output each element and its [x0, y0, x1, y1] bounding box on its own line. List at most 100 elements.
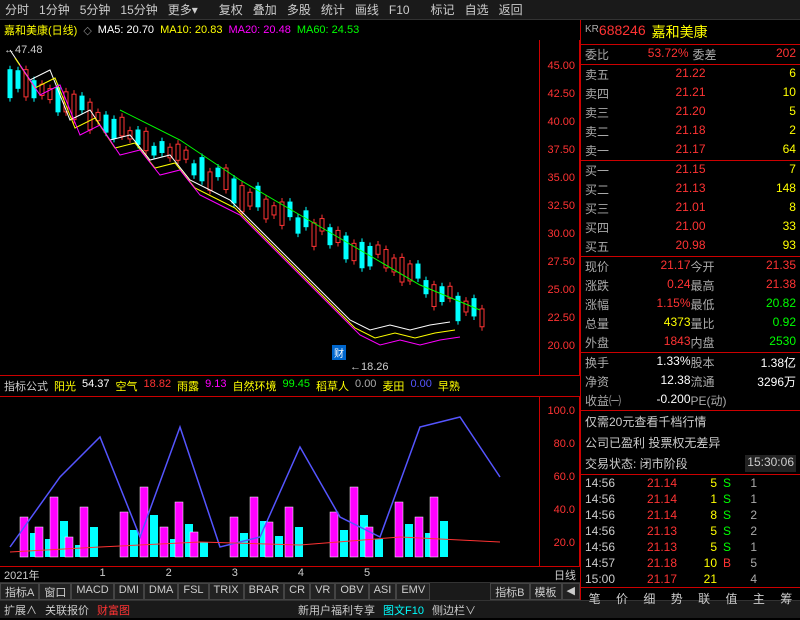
topbar-item[interactable]: 多股	[282, 1, 316, 18]
ytick: 100.0	[547, 405, 575, 417]
price-chart[interactable]: ←47.48 ←18.26 财 45.0042.5040.0037.5035.0…	[0, 40, 580, 375]
topbar-item[interactable]: 统计	[316, 1, 350, 18]
indicator-y-axis: 100.080.060.040.020.0	[539, 397, 579, 566]
ytick: 42.50	[547, 88, 575, 100]
right-tab[interactable]: 筹	[780, 590, 792, 607]
topbar-item[interactable]: 分时	[0, 1, 34, 18]
indicator-btn[interactable]: MACD	[71, 583, 113, 600]
right-tab[interactable]: 细	[643, 590, 655, 607]
xtick: 2021年	[4, 567, 39, 582]
ind-label: 雨露	[177, 378, 199, 394]
xtick: 3	[232, 567, 238, 582]
xaxis-label: 日线	[554, 567, 576, 582]
indicator-btn[interactable]: DMA	[144, 583, 178, 600]
topbar-item[interactable]: 返回	[494, 1, 528, 18]
tick-row: 14:5621.145S1	[581, 475, 800, 491]
right-tab[interactable]: 笔	[589, 590, 601, 607]
bid-levels: 买一21.157买二21.13148买三21.018买四21.0033买五20.…	[581, 160, 800, 256]
orderbook-row: 卖一21.1764	[581, 141, 800, 160]
indicator-btn[interactable]: FSL	[178, 583, 208, 600]
topbar-item[interactable]: 标记	[426, 1, 460, 18]
topbar-item[interactable]: 叠加	[248, 1, 282, 18]
topbar-item[interactable]: 画线	[350, 1, 384, 18]
ytick: 37.50	[547, 144, 575, 156]
ytick: 20.00	[547, 340, 575, 352]
topbar-item[interactable]: 自选	[460, 1, 494, 18]
indicator-btn[interactable]: ◀	[562, 583, 580, 600]
indicator-btn[interactable]: 模板	[530, 583, 562, 600]
ytick: 27.50	[547, 256, 575, 268]
topbar-item[interactable]: 更多▾	[163, 1, 203, 18]
ind-label: 54.37	[82, 378, 110, 394]
indicator-btn[interactable]: DMI	[114, 583, 144, 600]
tick-row: 14:5621.148S2	[581, 507, 800, 523]
orderbook-row: 卖三21.205	[581, 103, 800, 122]
topbar-item[interactable]: 复权	[214, 1, 248, 18]
xtick: 1	[99, 567, 105, 582]
ind-label: 阳光	[54, 378, 76, 394]
candlestick-svg	[0, 40, 516, 380]
ind-label: 早熟	[438, 378, 460, 394]
ytick: 20.0	[554, 537, 575, 549]
indicator-chart[interactable]: 100.080.060.040.020.0	[0, 396, 580, 566]
ma20-label: MA20: 20.48	[228, 24, 290, 36]
bottom-item[interactable]: 新用户福利专享	[294, 602, 379, 618]
topbar-item[interactable]: F10	[384, 3, 415, 17]
chart-header: 嘉和美康(日线) ◇ MA5: 20.70 MA10: 20.83 MA20: …	[0, 20, 580, 40]
prefix: KR	[585, 24, 599, 42]
indicator-btn[interactable]	[430, 583, 490, 600]
right-tab[interactable]: 联	[698, 590, 710, 607]
time-axis: 2021年12345日线	[0, 566, 580, 582]
ytick: 80.0	[554, 438, 575, 450]
indicator-btn[interactable]: TRIX	[209, 583, 244, 600]
stock-name: 嘉和美康	[652, 22, 708, 42]
right-tab[interactable]: 值	[726, 590, 738, 607]
ytick: 40.00	[547, 116, 575, 128]
right-tab[interactable]: 价	[616, 590, 628, 607]
quote-grid-2: 换手1.33%股本1.38亿净资12.38流通3296万收益㈠-0.200PE(…	[581, 352, 800, 410]
topbar-item[interactable]: 15分钟	[115, 1, 162, 18]
quote-row: 总量4373量比0.92	[581, 314, 800, 333]
ytick: 35.00	[547, 172, 575, 184]
tick-list: 14:5621.145S114:5621.141S114:5621.148S21…	[581, 475, 800, 587]
right-tab[interactable]: 势	[671, 590, 683, 607]
xtick: 5	[364, 567, 370, 582]
bottom-item[interactable]: 关联报价	[41, 602, 93, 618]
indicator-btn[interactable]: CR	[284, 583, 310, 600]
indicator-btn[interactable]: 指标B	[490, 583, 529, 600]
notice[interactable]: 公司已盈利 投票权无差异	[581, 432, 800, 453]
quote-panel: KR 688246 嘉和美康 委比 53.72% 委差 202 卖五21.226…	[580, 20, 800, 600]
ma60-label: MA60: 24.53	[297, 24, 359, 36]
right-tab[interactable]: 主	[753, 590, 765, 607]
quote-row: 净资12.38流通3296万	[581, 372, 800, 391]
ind-label: 自然环境	[232, 378, 276, 394]
bottom-item[interactable]: 图文F10	[379, 602, 428, 618]
bottom-item[interactable]: 扩展∧	[0, 602, 41, 618]
stock-title: KR 688246 嘉和美康	[581, 20, 800, 45]
indicator-btn[interactable]: VR	[310, 583, 335, 600]
ytick: 22.50	[547, 312, 575, 324]
topbar-item[interactable]: 1分钟	[34, 1, 75, 18]
ind-label: 麦田	[382, 378, 404, 394]
topbar-item[interactable]: 5分钟	[75, 1, 116, 18]
quote-row: 现价21.17今开21.35	[581, 257, 800, 276]
right-tabs: 笔价细势联值主筹	[581, 587, 800, 609]
indicator-btn[interactable]: 指标A	[0, 583, 39, 600]
notice[interactable]: 仅需20元查看千档行情	[581, 411, 800, 432]
ytick: 30.00	[547, 228, 575, 240]
tick-row: 14:5721.1810B5	[581, 555, 800, 571]
indicator-btn[interactable]: OBV	[335, 583, 368, 600]
ytick: 32.50	[547, 200, 575, 212]
ind-label: 空气	[116, 378, 138, 394]
low-price: ←18.26	[350, 361, 389, 373]
stock-code[interactable]: 688246	[599, 22, 646, 42]
indicator-btn[interactable]: BRAR	[244, 583, 285, 600]
indicator-btn[interactable]: EMV	[396, 583, 430, 600]
indicator-btn[interactable]: 窗口	[39, 583, 71, 600]
bottom-item[interactable]: 侧边栏∨	[428, 602, 480, 618]
tick-row: 15:0021.17214	[581, 571, 800, 587]
orderbook-row: 买一21.157	[581, 161, 800, 180]
price-y-axis: 45.0042.5040.0037.5035.0032.5030.0027.50…	[539, 40, 579, 375]
bottom-item[interactable]: 财富图	[93, 602, 134, 618]
indicator-btn[interactable]: ASI	[369, 583, 397, 600]
